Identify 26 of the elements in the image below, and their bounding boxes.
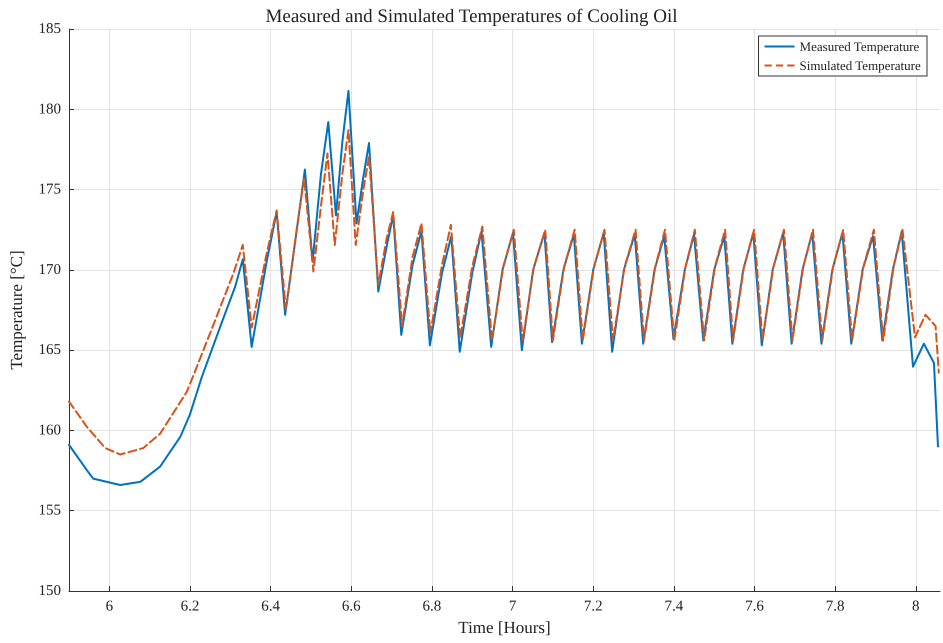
x-tick-label: 6.6 xyxy=(342,598,362,614)
x-tick-label: 7 xyxy=(508,598,517,614)
legend-label: Measured Temperature xyxy=(800,39,920,54)
y-tick-label: 175 xyxy=(38,182,61,198)
x-axis-title: Time [Hours] xyxy=(458,618,551,637)
x-tick-label: 7.4 xyxy=(664,598,684,614)
chart-title: Measured and Simulated Temperatures of Cooling Oil xyxy=(265,6,678,27)
y-tick-label: 155 xyxy=(38,502,61,519)
y-axis-title: Temperature [°C] xyxy=(7,250,26,370)
y-tick-label: 180 xyxy=(38,101,61,118)
legend-label: Simulated Temperature xyxy=(800,58,921,73)
line-series xyxy=(68,129,940,456)
x-tick-label: 6.2 xyxy=(180,598,200,614)
line-series xyxy=(68,90,939,486)
x-tick-label: 7.6 xyxy=(745,598,764,614)
y-tick-label: 185 xyxy=(38,21,61,37)
x-tick-label: 6.4 xyxy=(261,598,280,614)
y-tick-label: 150 xyxy=(38,583,61,599)
x-tick-label: 7.2 xyxy=(584,598,603,614)
y-tick-label: 170 xyxy=(38,262,61,278)
x-tick-label: 6 xyxy=(106,598,114,614)
y-tick-label: 160 xyxy=(38,422,61,438)
x-tick-label: 6.8 xyxy=(422,598,442,614)
x-tick-label: 8 xyxy=(912,598,920,614)
y-tick-label: 165 xyxy=(38,342,61,358)
x-tick-label: 7.8 xyxy=(826,598,845,614)
